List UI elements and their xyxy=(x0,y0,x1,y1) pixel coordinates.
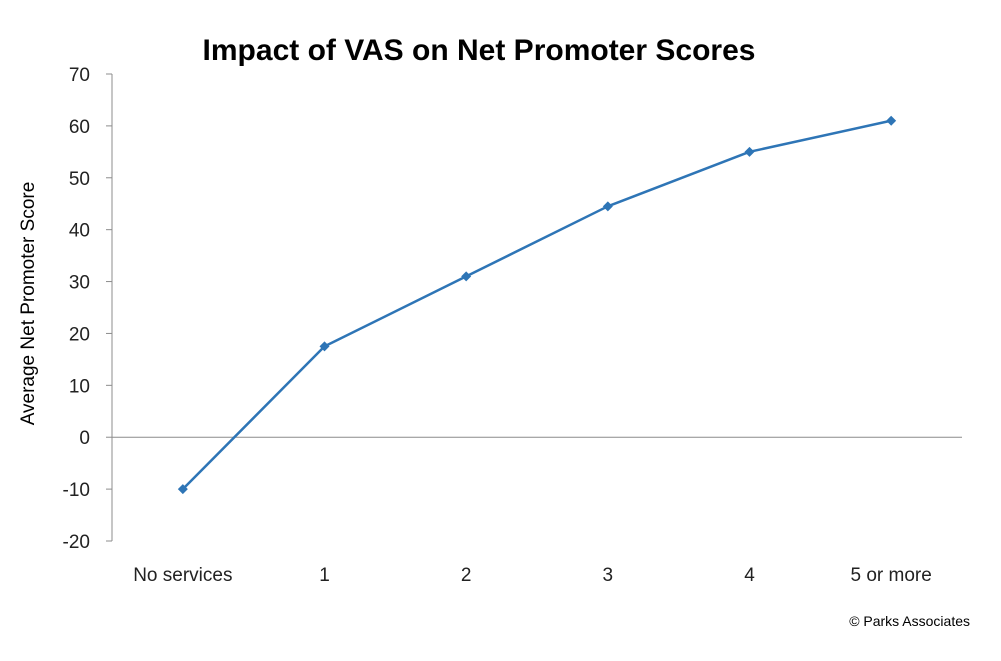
chart-title: Impact of VAS on Net Promoter Scores xyxy=(203,34,756,67)
y-tick-label: 0 xyxy=(79,428,90,449)
y-tick-label: -20 xyxy=(63,532,90,553)
x-tick-label: 2 xyxy=(461,565,472,586)
x-tick-label: No services xyxy=(133,565,232,586)
x-tick-label: 5 or more xyxy=(851,565,932,586)
y-tick-label: 70 xyxy=(69,65,90,86)
x-tick-label: 3 xyxy=(603,565,614,586)
series-line xyxy=(181,119,892,490)
plot-area: -20 -10 0 10 20 30 40 50 60 70 No services 1 2 3 4 5 or… xyxy=(63,65,962,586)
copyright-credit: © Parks Associates xyxy=(849,613,970,629)
x-tick-label: 4 xyxy=(744,565,755,586)
y-tick-label: 40 xyxy=(69,221,90,242)
y-tick-label: -10 xyxy=(63,480,90,501)
data-point-marker xyxy=(744,146,755,157)
y-tick-label: 50 xyxy=(69,169,90,190)
y-tick-label: 20 xyxy=(69,324,90,345)
data-point-marker xyxy=(461,271,472,282)
y-tick-label: 30 xyxy=(69,273,90,294)
y-axis-title: Average Net Promoter Score xyxy=(18,182,39,426)
data-point-marker xyxy=(177,484,188,495)
data-point-marker xyxy=(886,115,897,126)
data-point-marker xyxy=(319,341,330,352)
data-point-marker xyxy=(602,201,613,212)
x-tick-label: 1 xyxy=(319,565,330,586)
y-tick-label: 10 xyxy=(69,376,90,397)
y-tick-label: 60 xyxy=(69,117,90,138)
